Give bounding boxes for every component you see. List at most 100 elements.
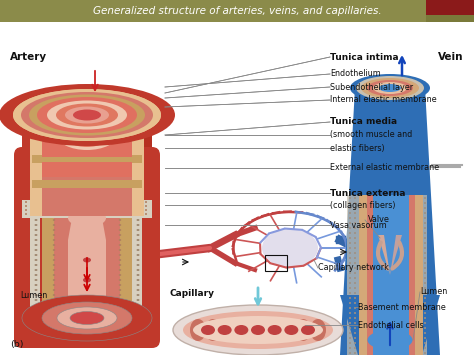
Ellipse shape [53,259,55,261]
Ellipse shape [394,322,396,324]
Ellipse shape [349,317,351,319]
Ellipse shape [45,205,47,207]
Text: Vein: Vein [438,52,464,62]
Ellipse shape [399,227,401,229]
Ellipse shape [137,254,139,256]
Ellipse shape [399,352,401,354]
Ellipse shape [424,252,426,254]
Ellipse shape [369,242,371,244]
Ellipse shape [414,342,416,344]
Ellipse shape [389,327,391,329]
Ellipse shape [65,205,67,207]
Polygon shape [22,115,40,320]
Ellipse shape [374,267,376,269]
Ellipse shape [53,224,55,226]
Ellipse shape [384,262,386,264]
Ellipse shape [50,213,52,215]
Ellipse shape [394,212,396,214]
Ellipse shape [399,222,401,224]
Ellipse shape [409,232,411,234]
FancyArrowPatch shape [378,242,388,268]
Ellipse shape [354,337,356,339]
Ellipse shape [110,213,112,215]
Ellipse shape [359,317,361,319]
Ellipse shape [419,217,421,219]
Ellipse shape [384,307,386,309]
Ellipse shape [83,257,91,262]
Ellipse shape [394,242,396,244]
Ellipse shape [115,213,117,215]
Ellipse shape [409,262,411,264]
Ellipse shape [419,272,421,274]
Ellipse shape [414,347,416,349]
Ellipse shape [53,304,55,306]
Ellipse shape [45,209,47,211]
Ellipse shape [349,292,351,294]
Ellipse shape [424,302,426,304]
Ellipse shape [379,327,381,329]
Ellipse shape [29,94,145,136]
Ellipse shape [369,257,371,259]
Ellipse shape [384,277,386,279]
Ellipse shape [389,312,391,314]
Ellipse shape [374,352,376,354]
Ellipse shape [404,302,406,304]
Ellipse shape [404,342,406,344]
Ellipse shape [414,277,416,279]
Ellipse shape [404,232,406,234]
Ellipse shape [369,277,371,279]
Ellipse shape [354,217,356,219]
Ellipse shape [85,201,87,203]
Ellipse shape [145,213,147,215]
Bar [426,15,474,22]
Ellipse shape [399,302,401,304]
Ellipse shape [119,254,121,256]
Ellipse shape [364,197,366,199]
Bar [42,118,132,216]
Ellipse shape [424,197,426,199]
Ellipse shape [424,292,426,294]
Ellipse shape [389,292,391,294]
Ellipse shape [359,282,361,284]
Ellipse shape [399,327,401,329]
Ellipse shape [90,201,92,203]
Ellipse shape [414,297,416,299]
Ellipse shape [374,347,376,349]
Ellipse shape [419,262,421,264]
Ellipse shape [409,272,411,274]
Ellipse shape [119,264,121,266]
Ellipse shape [389,297,391,299]
Ellipse shape [404,322,406,324]
Ellipse shape [354,247,356,249]
Ellipse shape [379,222,381,224]
Ellipse shape [424,257,426,259]
Ellipse shape [37,98,137,132]
Ellipse shape [384,247,386,249]
Ellipse shape [389,212,391,214]
Ellipse shape [409,267,411,269]
Ellipse shape [374,207,376,209]
Ellipse shape [119,224,121,226]
Ellipse shape [389,332,391,334]
Ellipse shape [424,282,426,284]
Ellipse shape [364,217,366,219]
Ellipse shape [409,197,411,199]
Ellipse shape [119,234,121,236]
Ellipse shape [424,287,426,289]
Bar [347,195,427,355]
Ellipse shape [404,212,406,214]
Ellipse shape [119,229,121,231]
Ellipse shape [373,82,407,94]
Ellipse shape [57,104,117,126]
Ellipse shape [419,347,421,349]
Ellipse shape [201,325,215,335]
Ellipse shape [13,89,161,141]
Ellipse shape [359,252,361,254]
Ellipse shape [354,332,356,334]
Ellipse shape [361,78,419,98]
Ellipse shape [359,227,361,229]
Bar [32,155,142,163]
Ellipse shape [394,217,396,219]
Ellipse shape [364,267,366,269]
Ellipse shape [424,337,426,339]
